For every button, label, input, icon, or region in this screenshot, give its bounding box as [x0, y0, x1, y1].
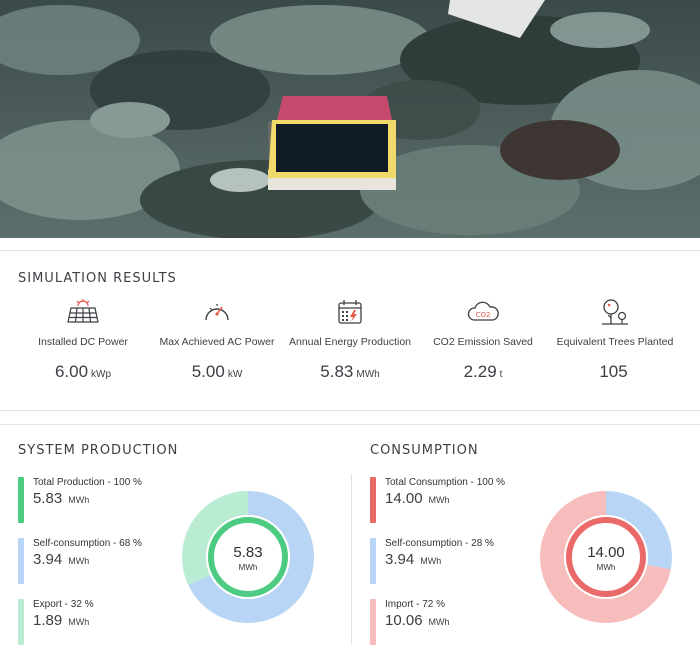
- kpi-label: Equivalent Trees Planted: [556, 336, 674, 348]
- kpi-value: 5.00: [191, 362, 225, 381]
- legend-unit: MWh: [420, 556, 442, 566]
- kpi-label: CO2 Emission Saved: [433, 336, 533, 348]
- legend-label: Self-consumption - 68 %: [33, 538, 142, 549]
- kpi-max-ac-power: Max Achieved AC Power 5.00 kW: [152, 298, 282, 382]
- legend-color-bar: [18, 477, 24, 523]
- donut-center-unit: MWh: [596, 563, 616, 572]
- consumption-donut-chart: 14.00 MWh: [539, 490, 673, 624]
- kpi-unit: kW: [227, 369, 243, 380]
- donut-hole: [564, 515, 648, 599]
- production-donut-chart: 5.83 MWh: [181, 490, 315, 624]
- divider: [0, 424, 700, 425]
- legend-color-bar: [370, 477, 376, 523]
- legend-label: Import - 72 %: [385, 599, 446, 610]
- satellite-3d-view[interactable]: [0, 0, 700, 238]
- vertical-divider: [351, 474, 352, 644]
- kpi-equivalent-trees: Equivalent Trees Planted 105: [550, 298, 680, 382]
- consumption-donut-svg: [540, 491, 672, 623]
- legend-unit: MWh: [68, 495, 90, 505]
- donut-center-unit: MWh: [238, 563, 258, 572]
- donut-total-ring: [566, 517, 646, 597]
- kpi-unit: t: [499, 369, 503, 380]
- consumption-title: CONSUMPTION: [370, 443, 479, 458]
- legend-value: 3.94: [385, 551, 415, 568]
- donut-segment-self-consumption: [188, 491, 314, 623]
- kpi-value: 6.00: [54, 362, 89, 381]
- legend-label: Total Production - 100 %: [33, 477, 142, 488]
- legend-unit: MWh: [428, 617, 450, 627]
- kpi-value: 2.29: [463, 362, 497, 381]
- divider: [0, 410, 700, 411]
- simulation-results-title: SIMULATION RESULTS: [18, 271, 177, 286]
- legend-color-bar: [370, 599, 376, 645]
- donut-center-value: 14.00: [587, 544, 625, 561]
- co2-cloud-icon: CO2: [418, 298, 548, 326]
- donut-segment-import: [540, 491, 671, 623]
- legend-label: Export - 32 %: [33, 599, 94, 610]
- legend-value: 1.89: [33, 612, 63, 629]
- legend-color-bar: [18, 538, 24, 584]
- legend-label: Total Consumption - 100 %: [385, 477, 506, 488]
- kpi-installed-dc-power: Installed DC Power 6.00 kWp: [18, 298, 148, 382]
- legend-value: 10.06: [385, 612, 423, 629]
- divider: [0, 250, 700, 251]
- production-donut-svg: [182, 491, 314, 623]
- kpi-value: 105: [599, 362, 628, 381]
- donut-center-value: 5.83: [233, 544, 263, 561]
- donut-total-ring: [208, 517, 288, 597]
- kpi-label: Annual Energy Production: [289, 336, 411, 348]
- legend-unit: MWh: [68, 617, 90, 627]
- legend-value: 14.00: [385, 490, 423, 507]
- co2-badge: CO2: [476, 311, 491, 319]
- legend-label: Self-consumption - 28 %: [385, 538, 494, 549]
- legend-unit: MWh: [428, 495, 450, 505]
- kpi-co2-emission-saved: CO2 CO2 Emission Saved 2.29 t: [418, 298, 548, 382]
- kpi-label: Max Achieved AC Power: [159, 336, 275, 348]
- kpi-unit: MWh: [356, 369, 380, 380]
- legend-unit: MWh: [68, 556, 90, 566]
- kpi-value: 5.83: [320, 362, 354, 381]
- legend-color-bar: [18, 599, 24, 645]
- kpi-unit: kWp: [91, 369, 112, 380]
- legend-color-bar: [370, 538, 376, 584]
- trees-icon: [550, 298, 680, 326]
- solar-panel-icon: [18, 298, 148, 326]
- calendar-energy-icon: [285, 298, 415, 326]
- donut-hole: [206, 515, 290, 599]
- legend-value: 3.94: [33, 551, 63, 568]
- donut-segment-self-consumption: [606, 491, 672, 570]
- legend-value: 5.83: [33, 490, 63, 507]
- kpi-label: Installed DC Power: [38, 336, 128, 348]
- system-production-title: SYSTEM PRODUCTION: [18, 443, 179, 458]
- kpi-annual-energy-production: Annual Energy Production 5.83 MWh: [285, 298, 415, 382]
- speedometer-icon: [152, 298, 282, 326]
- donut-segment-export: [182, 491, 248, 586]
